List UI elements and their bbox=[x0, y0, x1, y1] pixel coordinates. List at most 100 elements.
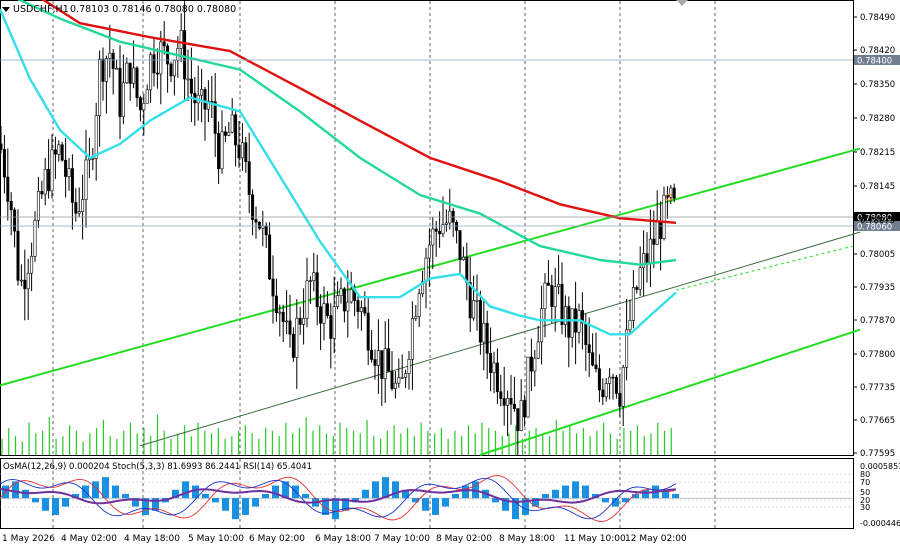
osma-bar bbox=[102, 477, 109, 499]
price-tick-label: 0.77595 bbox=[860, 449, 895, 459]
osma-bar bbox=[332, 498, 339, 520]
candle-body bbox=[33, 220, 37, 257]
candle-body bbox=[111, 52, 115, 70]
osma-bar bbox=[442, 498, 449, 507]
candlestick-series bbox=[0, 1, 676, 455]
indicator-axis-label: -0.00044604 bbox=[860, 519, 900, 528]
candle-body bbox=[81, 199, 85, 212]
osma-bar bbox=[472, 481, 479, 499]
candle-body bbox=[380, 350, 384, 379]
candle-body bbox=[240, 142, 244, 159]
candle-body bbox=[295, 317, 299, 358]
candle-body bbox=[319, 306, 323, 324]
candle-body bbox=[519, 400, 523, 431]
osma-bar bbox=[172, 489, 179, 499]
candle-body bbox=[601, 389, 605, 398]
channel-extension-line bbox=[675, 245, 854, 291]
candle-body bbox=[468, 282, 472, 319]
candle-body bbox=[339, 288, 343, 296]
price-tick-label: 0.78420 bbox=[860, 46, 895, 56]
candle-body bbox=[659, 221, 663, 239]
price-level-badge bbox=[854, 55, 900, 65]
candle-body bbox=[366, 312, 370, 351]
candle-body bbox=[580, 310, 584, 324]
candle-body bbox=[40, 191, 44, 195]
candle-body bbox=[0, 143, 3, 150]
osma-bar bbox=[42, 498, 49, 511]
candle-body bbox=[485, 322, 489, 354]
candle-body bbox=[138, 97, 142, 111]
osma-bar bbox=[412, 498, 419, 503]
indicator-axis-label: 50 bbox=[860, 488, 870, 497]
price-tick-label: 0.78005 bbox=[860, 250, 895, 260]
candle-body bbox=[414, 316, 418, 319]
trend-channel-lines[interactable] bbox=[0, 147, 861, 456]
osma-bar bbox=[122, 493, 129, 499]
osma-bar bbox=[532, 498, 539, 507]
chart-shift-marker-icon[interactable] bbox=[676, 0, 688, 6]
candle-body bbox=[247, 161, 251, 196]
candle-body bbox=[628, 320, 632, 331]
candle-body bbox=[618, 393, 622, 407]
osma-bar bbox=[272, 485, 279, 499]
candle-body bbox=[604, 383, 608, 398]
candle-body bbox=[560, 283, 564, 325]
candle-body bbox=[104, 58, 108, 82]
candle-body bbox=[625, 329, 629, 368]
symbol-label: USDCHF,H1 bbox=[13, 4, 69, 15]
candle-body bbox=[91, 158, 95, 160]
channel-line bbox=[0, 147, 861, 387]
candle-body bbox=[509, 397, 513, 405]
candle-body bbox=[30, 255, 34, 274]
osma-bar bbox=[432, 498, 439, 515]
candle-body bbox=[155, 72, 159, 75]
candle-body bbox=[529, 356, 533, 372]
candle-body bbox=[672, 187, 676, 199]
osma-bar bbox=[62, 498, 69, 507]
candle-body bbox=[332, 306, 336, 339]
ma-fast-line bbox=[0, 8, 677, 336]
time-tick-label: 6 May 18:00 bbox=[315, 534, 371, 544]
candle-body bbox=[458, 230, 462, 261]
candle-body bbox=[553, 286, 557, 307]
candle-body bbox=[356, 300, 360, 312]
candle-body bbox=[172, 60, 176, 77]
osma-bar bbox=[522, 498, 529, 515]
candle-body bbox=[9, 201, 13, 211]
price-tick-label: 0.78145 bbox=[860, 182, 895, 192]
price-tick-label: 0.78280 bbox=[860, 114, 895, 124]
candle-body bbox=[206, 101, 210, 110]
candle-body bbox=[475, 300, 479, 302]
candle-body bbox=[359, 307, 363, 312]
candle-body bbox=[383, 348, 387, 379]
candle-body bbox=[502, 398, 506, 406]
candle-body bbox=[635, 287, 639, 290]
candle-body bbox=[234, 114, 238, 146]
candle-body bbox=[308, 280, 312, 282]
candle-body bbox=[128, 62, 132, 84]
price-axis: 0.78490 0.78420 0.78350 0.78280 0.78215 0.781… bbox=[853, 13, 895, 459]
candle-body bbox=[434, 228, 438, 232]
alert-marker bbox=[665, 193, 673, 201]
osma-bar bbox=[212, 498, 219, 503]
osma-bar bbox=[302, 493, 309, 499]
candle-body bbox=[427, 244, 431, 259]
candle-body bbox=[135, 67, 139, 99]
time-tick-label: 6 May 02:00 bbox=[249, 534, 305, 544]
candle-body bbox=[101, 58, 105, 82]
candle-body bbox=[305, 280, 309, 319]
time-tick-label: 4 May 18:00 bbox=[124, 534, 180, 544]
candle-body bbox=[397, 377, 401, 384]
osma-bar bbox=[342, 498, 349, 511]
candle-body bbox=[322, 303, 326, 324]
price-tick-label: 0.78490 bbox=[860, 13, 895, 23]
time-tick-label: 7 May 10:00 bbox=[374, 534, 430, 544]
candle-body bbox=[77, 211, 81, 214]
candle-body bbox=[298, 317, 302, 325]
candle-body bbox=[2, 149, 6, 178]
candle-body bbox=[645, 253, 649, 265]
header-dropdown-icon[interactable] bbox=[2, 7, 10, 12]
price-level-badge-label: 0.78060 bbox=[857, 223, 892, 233]
candle-body bbox=[614, 376, 618, 394]
